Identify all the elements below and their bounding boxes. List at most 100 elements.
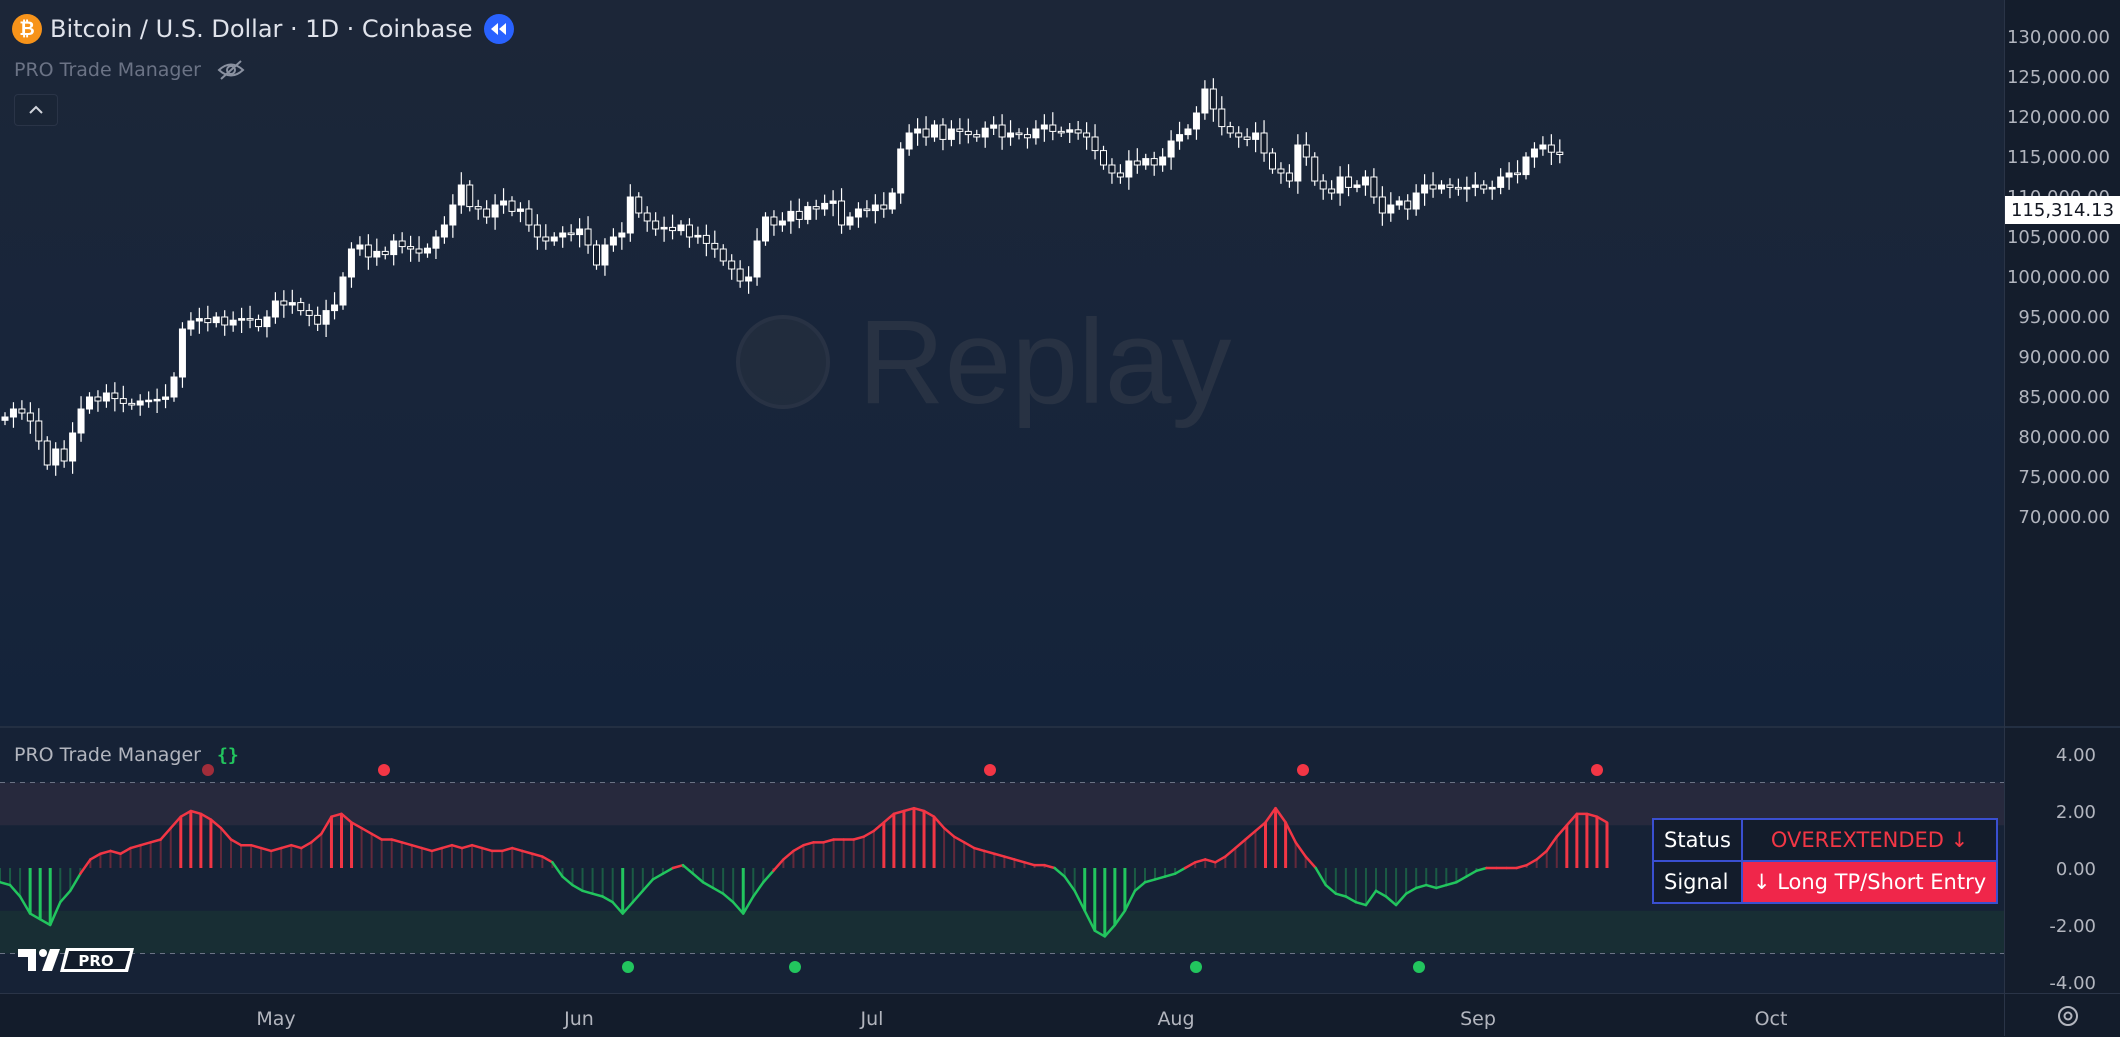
time-axis[interactable] [0,993,2120,1037]
replay-watermark-text: Replay [858,295,1232,429]
oscillator-line-segment [1394,892,1408,907]
candle-bearish [415,248,423,254]
status-row: Status OVEREXTENDED ↓ [1652,818,1999,862]
oscillator-line-segment [1103,923,1117,938]
candle-bullish [69,432,77,462]
indicator-pane-name[interactable]: PRO Trade Manager [14,744,201,766]
candle-bullish [238,318,246,321]
candle-bullish [871,204,879,212]
candle-bullish [1192,112,1200,130]
oscillator-line-segment [661,866,675,875]
candle-bullish [516,208,524,212]
oscillator-line-segment [521,849,534,855]
oscillator-line-segment [782,849,795,861]
price-tick-label: 80,000.00 [2018,427,2110,448]
candle-bullish [947,128,955,140]
oscillator-line-segment [1113,909,1127,927]
candle-bearish [1023,134,1031,139]
oscillator-line-segment [1384,895,1398,907]
indicator-pane-legend[interactable]: PRO Trade Manager {} [14,741,239,769]
oscillator-line-segment [591,892,604,898]
price-tick-label: 70,000.00 [2018,507,2110,528]
symbol-title[interactable]: Bitcoin / U.S. Dollar · 1D · Coinbase [50,15,473,43]
replay-rewind-icon [491,23,507,35]
price-scale[interactable] [2005,0,2120,726]
candle-bullish [1387,204,1395,214]
oscillator-line-segment [360,826,373,836]
candle-bearish [1454,186,1462,190]
candle-bullish [1252,132,1260,140]
oscillator-line-segment [38,918,52,927]
oscillator-line-segment [169,815,183,830]
oscillator-line-segment [279,843,293,850]
candle-bullish [762,216,769,242]
main-indicator-name[interactable]: PRO Trade Manager [14,59,201,81]
main-indicator-legend[interactable]: PRO Trade Manager [14,56,245,84]
candle-bullish [1336,176,1344,194]
oscillator-line-segment [731,900,745,915]
candle-bearish [1083,132,1091,138]
oversold-zone [0,910,2004,954]
candle-bullish [1522,156,1530,176]
candle-bearish [221,316,229,326]
oscillator-line-segment [1143,878,1157,884]
time-axis-label: Jul [860,1008,884,1030]
candle-bearish [525,208,533,226]
oscillator-line-segment [1455,875,1468,884]
oscillator-line-segment [1344,895,1358,904]
time-axis-label: May [256,1008,295,1030]
symbol-header[interactable]: ₿ Bitcoin / U.S. Dollar · 1D · Coinbase [12,12,515,46]
candle-bullish [914,128,922,134]
oscillator-line-segment [1424,883,1438,890]
oscillator-line-segment [1183,861,1197,870]
oscillator-line-segment [932,815,946,830]
pane-separator[interactable] [0,726,2120,728]
indicator-scale[interactable] [2005,728,2120,993]
oscillator-line-segment [681,863,695,875]
time-axis-label: Oct [1755,1008,1788,1030]
candle-bearish [1074,129,1082,134]
replay-watermark-icon [736,315,830,409]
candle-bearish [1311,156,1319,182]
candle-bearish [1556,151,1564,155]
oscillator-line-segment [179,809,193,818]
candle-bearish [1218,108,1226,128]
candle-bullish [660,226,668,230]
candle-bullish [1353,184,1361,188]
oscillator-line-segment [209,818,223,830]
candle-bearish [770,216,778,226]
oscillator-line-segment [993,852,1006,858]
candle-bullish [322,310,330,325]
oscillator-line-segment [420,846,434,853]
braces-icon[interactable]: {} [217,744,239,766]
candle-bullish [1176,134,1184,142]
candle-bullish [1294,144,1302,182]
candle-bearish [1209,88,1217,110]
candle-bearish [635,196,643,214]
oscillator-line-segment [942,826,956,838]
tradingview-pro-logo[interactable]: PRO [16,945,136,975]
oscillator-line-segment [1003,855,1016,861]
oscillator-line-segment [69,872,82,893]
replay-rewind-button[interactable] [484,14,515,44]
candle-bullish [1167,140,1175,158]
oscillator-line-segment [1043,863,1056,870]
candle-bullish [905,132,913,150]
collapse-legend-button[interactable] [14,94,58,126]
eye-off-icon[interactable] [217,59,245,81]
oscillator-line-segment [470,843,484,850]
oscillator-line-segment [189,809,203,816]
candle-bearish [702,234,710,244]
candle-bullish [559,232,567,238]
oscillator-line-segment [1214,855,1227,864]
candle-bearish [584,228,592,246]
signal-value: ↓ Long TP/Short Entry [1740,860,1999,904]
settings-gear-icon[interactable] [2056,1004,2080,1028]
oscillator-line-segment [249,843,263,850]
candle-bearish [998,124,1006,138]
candle-bullish [170,376,178,398]
candle-bullish [212,316,220,324]
candle-bullish [424,247,431,254]
oscillator-line-segment [430,846,444,853]
